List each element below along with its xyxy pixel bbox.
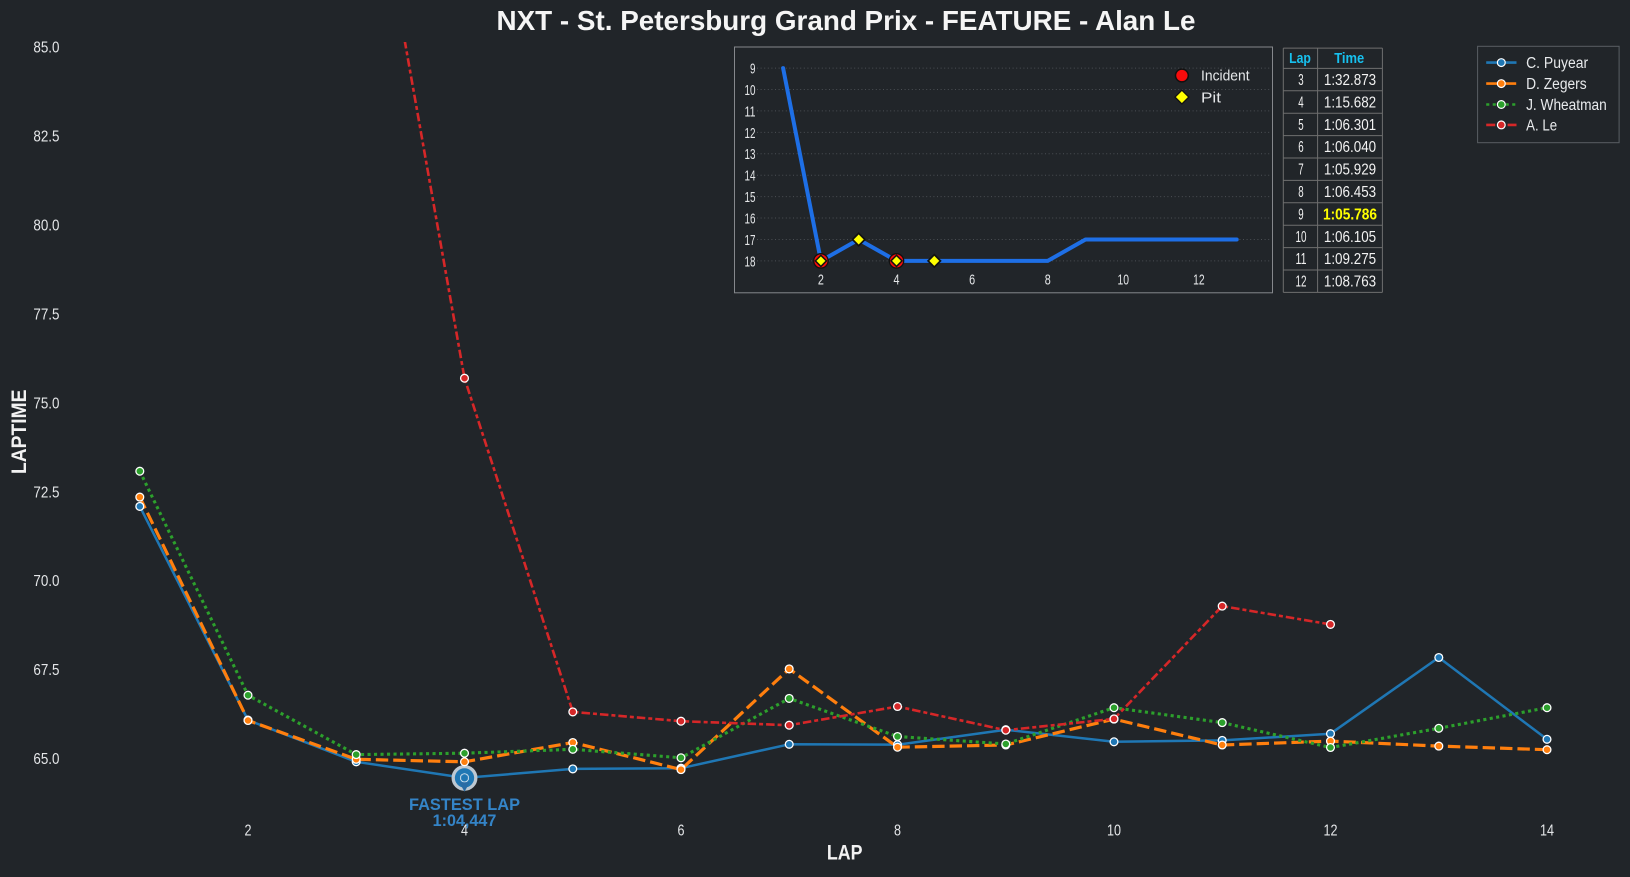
svg-text:1:06.105: 1:06.105: [1324, 229, 1376, 246]
svg-text:14: 14: [745, 168, 756, 185]
svg-text:11: 11: [745, 103, 756, 120]
svg-text:6: 6: [678, 822, 685, 839]
svg-text:67.5: 67.5: [33, 662, 59, 679]
svg-text:1:08.763: 1:08.763: [1324, 274, 1376, 291]
svg-text:12: 12: [745, 125, 756, 142]
svg-text:4: 4: [1298, 95, 1304, 112]
svg-text:1:06.040: 1:06.040: [1324, 139, 1377, 156]
svg-text:82.5: 82.5: [33, 129, 59, 146]
svg-text:18: 18: [745, 253, 756, 270]
svg-text:1:32.873: 1:32.873: [1324, 72, 1376, 89]
svg-text:17: 17: [745, 232, 756, 249]
svg-text:13: 13: [745, 146, 756, 163]
svg-text:6: 6: [1298, 139, 1303, 156]
svg-text:Time: Time: [1334, 50, 1364, 67]
svg-text:A. Le: A. Le: [1526, 117, 1557, 134]
svg-text:4: 4: [894, 271, 900, 288]
svg-text:9: 9: [1298, 206, 1303, 223]
svg-text:8: 8: [894, 822, 901, 839]
svg-text:70.0: 70.0: [33, 573, 59, 590]
svg-text:10: 10: [745, 82, 756, 99]
svg-text:C. Puyear: C. Puyear: [1526, 55, 1588, 72]
svg-text:85.0: 85.0: [33, 40, 59, 57]
svg-text:NXT - St. Petersburg Grand Pri: NXT - St. Petersburg Grand Prix - FEATUR…: [497, 5, 1196, 36]
svg-text:1:04,447: 1:04,447: [433, 812, 497, 830]
svg-text:75.0: 75.0: [33, 395, 59, 412]
svg-text:12: 12: [1324, 822, 1338, 839]
svg-text:9: 9: [750, 61, 756, 78]
svg-text:2: 2: [818, 271, 824, 288]
svg-text:80.0: 80.0: [33, 218, 59, 235]
svg-text:D. Zegers: D. Zegers: [1526, 76, 1587, 93]
svg-text:5: 5: [1298, 117, 1303, 134]
svg-text:6: 6: [969, 271, 975, 288]
svg-text:3: 3: [1298, 72, 1303, 89]
svg-text:2: 2: [245, 822, 252, 839]
svg-text:Incident: Incident: [1201, 68, 1250, 85]
svg-text:12: 12: [1296, 274, 1307, 291]
svg-text:7: 7: [1298, 162, 1303, 179]
svg-text:LAP: LAP: [827, 841, 863, 864]
svg-text:8: 8: [1045, 271, 1051, 288]
svg-text:16: 16: [745, 210, 756, 227]
svg-text:8: 8: [1298, 184, 1303, 201]
svg-text:FASTEST LAP: FASTEST LAP: [409, 796, 520, 814]
svg-text:Lap: Lap: [1289, 50, 1311, 67]
svg-text:12: 12: [1193, 271, 1205, 288]
svg-text:10: 10: [1118, 271, 1130, 288]
svg-text:77.5: 77.5: [33, 306, 59, 323]
svg-text:10: 10: [1296, 229, 1307, 246]
svg-text:65.0: 65.0: [33, 751, 59, 768]
svg-text:4: 4: [461, 822, 468, 839]
svg-text:10: 10: [1107, 822, 1121, 839]
svg-text:1:06.453: 1:06.453: [1324, 184, 1376, 201]
svg-text:1:05.786: 1:05.786: [1323, 206, 1377, 223]
svg-text:15: 15: [745, 189, 756, 206]
svg-text:14: 14: [1540, 822, 1554, 839]
svg-text:1:05.929: 1:05.929: [1324, 162, 1376, 179]
svg-text:Pit: Pit: [1201, 89, 1222, 106]
svg-text:1:09.275: 1:09.275: [1324, 251, 1376, 268]
svg-text:J. Wheatman: J. Wheatman: [1526, 97, 1607, 114]
svg-text:LAPTIME: LAPTIME: [8, 390, 31, 475]
svg-text:72.5: 72.5: [33, 484, 59, 501]
svg-text:1:15.682: 1:15.682: [1324, 95, 1376, 112]
svg-text:11: 11: [1296, 251, 1307, 268]
svg-text:1:06.301: 1:06.301: [1324, 117, 1376, 134]
